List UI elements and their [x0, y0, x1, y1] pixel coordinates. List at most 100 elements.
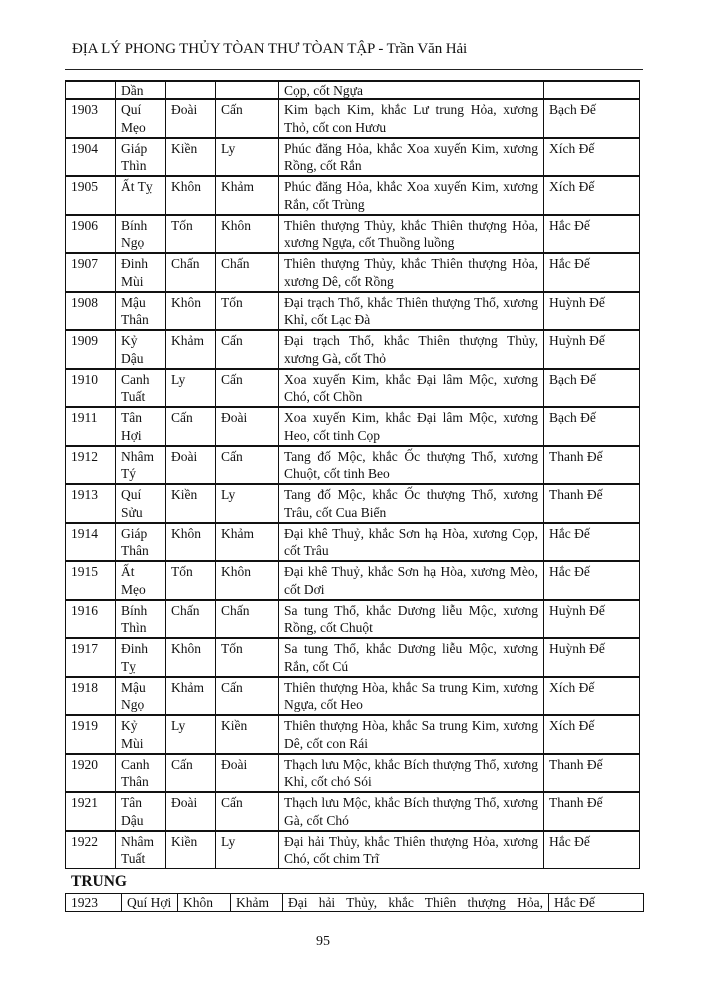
can-chi-cell: Tân Hợi	[115, 406, 166, 446]
table-row: 1913 Quí Sửu Kiền Ly Tang đố Mộc, khắc Ốc th…	[65, 483, 640, 523]
female-trigram-cell: Cấn	[215, 329, 279, 369]
female-trigram-cell: Ly	[215, 137, 279, 177]
description-cell: Xoa xuyến Kim, khắc Đại lâm Mộc, xương C…	[278, 368, 544, 408]
description-cell: Đại trạch Thổ, khắc Thiên thượng Thổ, xư…	[278, 291, 544, 331]
female-trigram-cell: Cấn	[215, 791, 279, 831]
description-cell: Sa tung Thổ, khắc Dương liễu Mộc, xương …	[278, 599, 544, 639]
description-cell: Sa tung Thổ, khắc Dương liễu Mộc, xương …	[278, 637, 544, 677]
table-row: 1923 Quí Hợi Khôn Khảm Đại hải Thủy, khắ…	[65, 893, 644, 912]
can-chi-cell: Quí Mẹo	[115, 98, 166, 138]
can-chi-cell: Canh Tuất	[115, 368, 166, 408]
female-trigram-cell: Chấn	[215, 252, 279, 292]
male-trigram-cell: Chấn	[165, 252, 216, 292]
description-cell: Thiên thượng Thủy, khắc Thiên thượng Hỏa…	[278, 214, 544, 254]
description-cell: Thiên thượng Hòa, khắc Sa trung Kim, xươ…	[278, 714, 544, 754]
female-trigram-cell	[215, 80, 279, 100]
male-trigram-cell: Cấn	[165, 753, 216, 793]
table-row: 1919 Kỷ Mùi Ly Kiền Thiên thượng Hòa, khắc S…	[65, 714, 640, 754]
description-cell: Đại khê Thuỷ, khắc Sơn hạ Hòa, xương Cọp…	[278, 522, 544, 562]
male-trigram-cell: Khôn	[165, 175, 216, 215]
male-trigram-cell: Ly	[165, 368, 216, 408]
year-cell: 1908	[65, 291, 116, 331]
emperor-cell: Xích Đế	[543, 175, 640, 215]
emperor-cell: Xích Đế	[543, 676, 640, 716]
emperor-cell: Huỳnh Đế	[543, 329, 640, 369]
female-trigram-cell: Khảm	[215, 175, 279, 215]
year-cell: 1906	[65, 214, 116, 254]
emperor-cell: Thanh Đế	[543, 483, 640, 523]
emperor-cell: Hắc Đế	[543, 252, 640, 292]
can-chi-cell: Giáp Thân	[115, 522, 166, 562]
description-cell: Xoa xuyến Kim, khắc Đại lâm Mộc, xương H…	[278, 406, 544, 446]
description-cell: Đại trạch Thổ, khắc Thiên thượng Thủy, x…	[278, 329, 544, 369]
table-row: 1904 Giáp Thìn Kiền Ly Phúc đăng Hỏa, khắc X…	[65, 137, 640, 177]
description-cell: Tang đố Mộc, khắc Ốc thượng Thổ, xương C…	[278, 445, 544, 485]
year-cell: 1909	[65, 329, 116, 369]
can-chi-cell: Tân Dậu	[115, 791, 166, 831]
table-row: 1915 Ất Mẹo Tốn Khôn Đại khê Thuỷ, khắc Sơn …	[65, 560, 640, 600]
next-section-table: 1923 Quí Hợi Khôn Khảm Đại hải Thủy, khắ…	[65, 893, 644, 912]
table-row: 1903 Quí Mẹo Đoài Cấn Kim bạch Kim, khắc Lư …	[65, 98, 640, 138]
emperor-cell: Bạch Đế	[543, 368, 640, 408]
description-cell: Cọp, cốt Ngựa	[278, 80, 544, 100]
year-cell: 1923	[65, 893, 122, 912]
male-trigram-cell: Khôn	[165, 522, 216, 562]
can-chi-cell: Bính Thìn	[115, 599, 166, 639]
male-trigram-cell: Đoài	[165, 791, 216, 831]
can-chi-cell: Mậu Ngọ	[115, 676, 166, 716]
emperor-cell: Xích Đế	[543, 137, 640, 177]
male-trigram-cell: Tốn	[165, 560, 216, 600]
year-cell: 1907	[65, 252, 116, 292]
female-trigram-cell: Khôn	[215, 560, 279, 600]
year-cell: 1914	[65, 522, 116, 562]
male-trigram-cell: Khôn	[165, 291, 216, 331]
year-cell: 1915	[65, 560, 116, 600]
male-trigram-cell: Đoài	[165, 98, 216, 138]
table-row: 1908 Mậu Thân Khôn Tốn Đại trạch Thổ, khắc T…	[65, 291, 640, 331]
table-row: 1921 Tân Dậu Đoài Cấn Thạch lưu Mộc, khắc Bí…	[65, 791, 640, 831]
year-cell: 1913	[65, 483, 116, 523]
male-trigram-cell: Khảm	[165, 329, 216, 369]
can-chi-cell: Nhâm Tý	[115, 445, 166, 485]
can-chi-cell: Canh Thân	[115, 753, 166, 793]
female-trigram-cell: Ly	[215, 830, 279, 869]
emperor-cell: Thanh Đế	[543, 753, 640, 793]
description-cell: Tang đố Mộc, khắc Ốc thượng Thổ, xương T…	[278, 483, 544, 523]
description-cell: Kim bạch Kim, khắc Lư trung Hỏa, xương T…	[278, 98, 544, 138]
male-trigram-cell: Cấn	[165, 406, 216, 446]
emperor-cell: Thanh Đế	[543, 791, 640, 831]
can-chi-cell: Dần	[115, 80, 166, 100]
table-row: 1905 Ất Tỵ Khôn Khảm Phúc đăng Hỏa, khắc Xoa…	[65, 175, 640, 215]
male-trigram-cell: Kiền	[165, 483, 216, 523]
can-chi-cell: Quí Sửu	[115, 483, 166, 523]
year-cell: 1918	[65, 676, 116, 716]
emperor-cell: Huỳnh Đế	[543, 637, 640, 677]
year-cell: 1911	[65, 406, 116, 446]
female-trigram-cell: Khảm	[215, 522, 279, 562]
female-trigram-cell: Đoài	[215, 406, 279, 446]
male-trigram-cell: Khôn	[165, 637, 216, 677]
male-trigram-cell: Chấn	[165, 599, 216, 639]
male-trigram-cell: Kiền	[165, 830, 216, 869]
table-row: 1916 Bính Thìn Chấn Chấn Sa tung Thổ, khắc D…	[65, 599, 640, 639]
year-cell: 1905	[65, 175, 116, 215]
year-cell: 1904	[65, 137, 116, 177]
can-chi-cell: Quí Hợi	[121, 893, 178, 912]
table-row: 1909 Kỷ Dậu Khảm Cấn Đại trạch Thổ, khắc Thi…	[65, 329, 640, 369]
description-cell: Đại hải Thủy, khắc Thiên thượng Hỏa, xươ…	[278, 830, 544, 869]
can-chi-cell: Ất Mẹo	[115, 560, 166, 600]
year-cell: 1922	[65, 830, 116, 869]
male-trigram-cell: Kiền	[165, 137, 216, 177]
table-row: Dần Cọp, cốt Ngựa	[65, 80, 640, 100]
table-row: 1907 Đinh Mùi Chấn Chấn Thiên thượng Thủy, k…	[65, 252, 640, 292]
year-cell: 1910	[65, 368, 116, 408]
year-cell: 1920	[65, 753, 116, 793]
description-cell: Thiên thượng Thủy, khắc Thiên thượng Hỏa…	[278, 252, 544, 292]
female-trigram-cell: Đoài	[215, 753, 279, 793]
table-row: 1912 Nhâm Tý Đoài Cấn Tang đố Mộc, khắc Ốc t…	[65, 445, 640, 485]
section-heading: TRUNG	[71, 873, 127, 890]
female-trigram-cell: Cấn	[215, 98, 279, 138]
emperor-cell: Hắc Đế	[543, 830, 640, 869]
year-cell: 1916	[65, 599, 116, 639]
description-cell: Thiên thượng Hòa, khắc Sa trung Kim, xươ…	[278, 676, 544, 716]
